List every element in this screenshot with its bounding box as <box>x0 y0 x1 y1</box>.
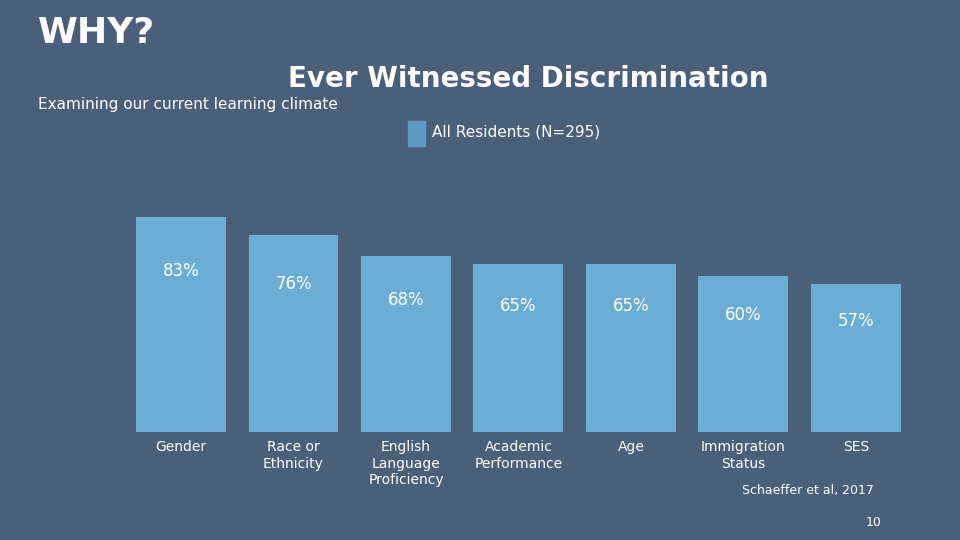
Text: All Residents (N=295): All Residents (N=295) <box>432 125 600 140</box>
Bar <box>811 284 900 432</box>
Text: 57%: 57% <box>837 312 875 330</box>
Text: Schaeffer et al, 2017: Schaeffer et al, 2017 <box>742 484 874 497</box>
Bar <box>473 264 564 432</box>
Text: 68%: 68% <box>388 291 424 309</box>
Text: 76%: 76% <box>276 275 312 293</box>
Bar <box>136 217 226 432</box>
Text: 65%: 65% <box>612 296 649 315</box>
Text: 65%: 65% <box>500 296 537 315</box>
Text: WHY?: WHY? <box>38 16 156 50</box>
Text: Ever Witnessed Discrimination: Ever Witnessed Discrimination <box>288 65 768 93</box>
Text: 60%: 60% <box>725 306 761 325</box>
Bar <box>361 256 451 432</box>
Text: Examining our current learning climate: Examining our current learning climate <box>38 97 338 112</box>
Bar <box>249 235 339 432</box>
Bar <box>698 276 788 432</box>
Text: 83%: 83% <box>162 262 200 280</box>
Text: 10: 10 <box>866 516 881 529</box>
Bar <box>586 264 676 432</box>
